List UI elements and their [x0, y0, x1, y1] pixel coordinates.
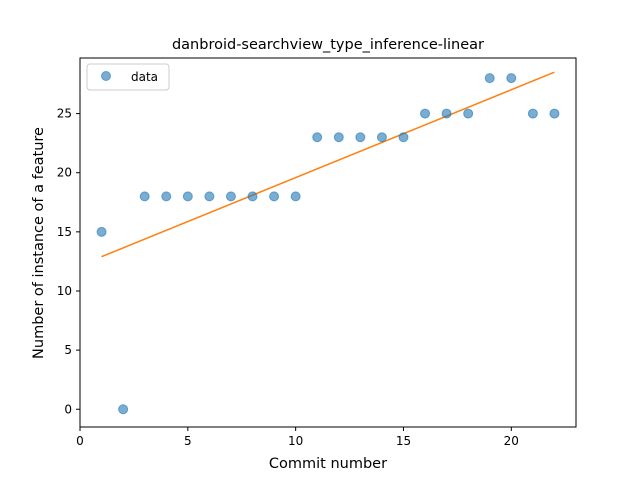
data-point	[269, 191, 280, 202]
legend-marker-data	[101, 71, 111, 81]
y-axis-label: Number of instance of a feature	[31, 127, 47, 359]
x-tick-label: 10	[288, 434, 303, 448]
y-tick-label: 15	[57, 225, 72, 239]
y-tick-label: 5	[64, 343, 72, 357]
data-point	[333, 132, 344, 143]
data-point	[182, 191, 193, 202]
data-point	[139, 191, 150, 202]
legend-box	[86, 63, 170, 91]
data-point	[118, 404, 129, 415]
legend-label-data: data	[131, 70, 158, 84]
chart-title: danbroid-searchview_type_inference-linea…	[172, 37, 484, 53]
y-tick-label: 0	[64, 402, 72, 416]
data-point	[484, 73, 495, 84]
x-axis-label: Commit number	[269, 456, 387, 472]
plot-frame	[79, 57, 577, 428]
x-tick-label: 15	[396, 434, 411, 448]
data-point	[204, 191, 215, 202]
x-tick-label: 0	[76, 434, 84, 448]
data-point	[290, 191, 301, 202]
x-tick-label: 5	[184, 434, 192, 448]
data-point	[225, 191, 236, 202]
data-point	[506, 73, 517, 84]
fit-line	[101, 71, 555, 258]
legend: data	[86, 63, 170, 91]
x-tick-label: 20	[504, 434, 519, 448]
data-point	[376, 132, 387, 143]
data-point	[355, 132, 366, 143]
data-point	[398, 132, 409, 143]
y-tick-label: 25	[57, 107, 72, 121]
data-point	[441, 108, 452, 119]
y-tick-label: 20	[57, 166, 72, 180]
data-point	[161, 191, 172, 202]
y-tick-label: 10	[57, 284, 72, 298]
data-point	[420, 108, 431, 119]
data-point	[463, 108, 474, 119]
plot-area: 0 5 10 15 20 0 5 10 15 20 25	[57, 57, 577, 448]
data-point	[527, 108, 538, 119]
data-point	[96, 226, 107, 237]
data-point	[312, 132, 323, 143]
data-point	[247, 191, 258, 202]
data-point	[549, 108, 560, 119]
